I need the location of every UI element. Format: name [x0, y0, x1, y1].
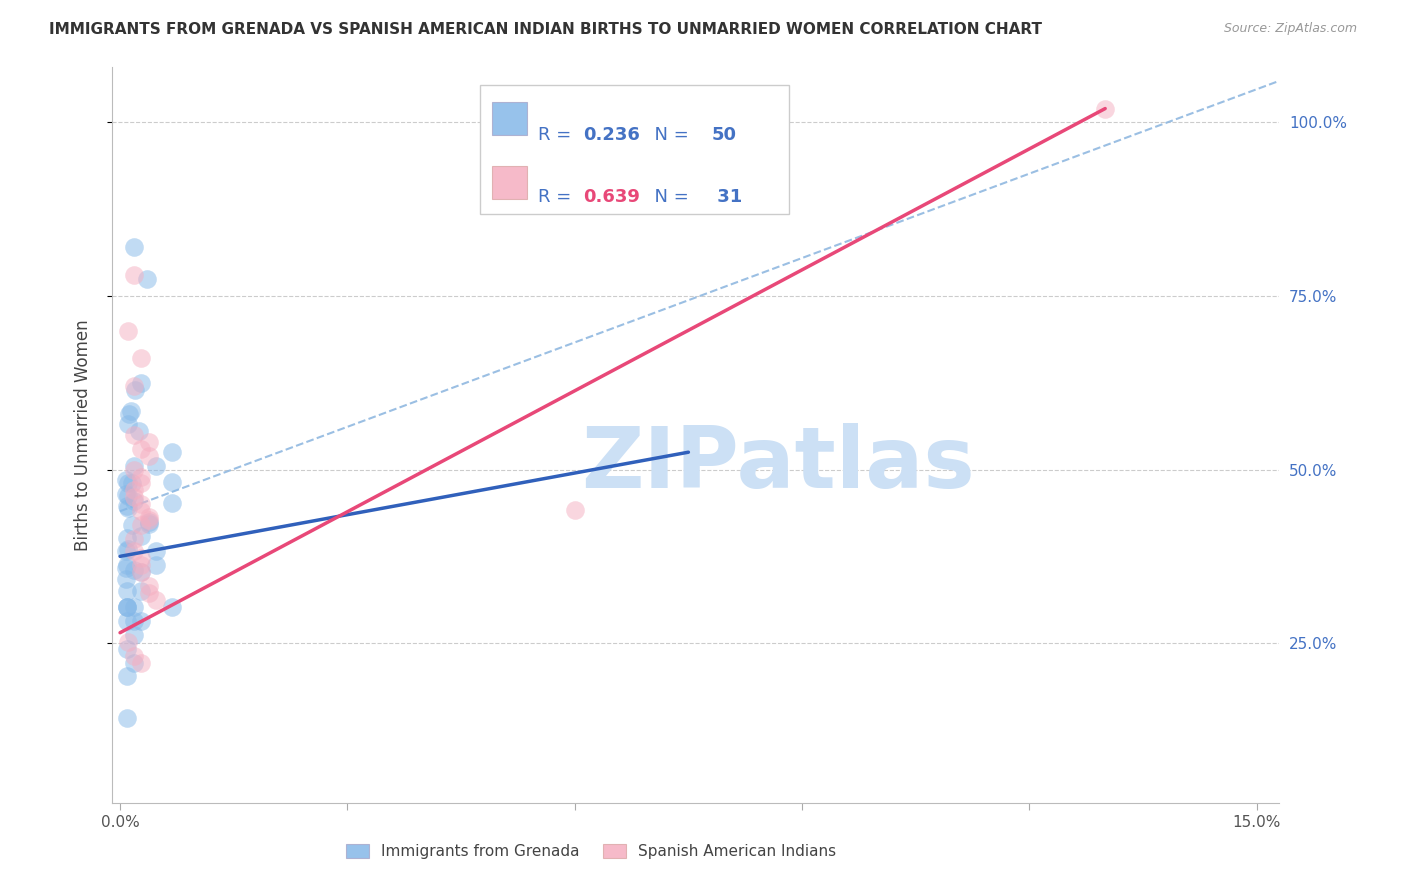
Point [117, 542, 139, 557]
Point [115, 584, 138, 599]
Point [115, 600, 138, 615]
Point [115, 473, 138, 487]
Point [129, 469, 152, 483]
Point [121, 518, 143, 533]
Point [115, 544, 138, 558]
Point [138, 512, 160, 526]
Point [117, 324, 139, 338]
Point [122, 493, 145, 508]
Text: R =: R = [538, 126, 578, 144]
Point [138, 515, 160, 529]
Text: ZIPatlas: ZIPatlas [581, 423, 974, 506]
Point [129, 656, 152, 670]
Y-axis label: Births to Unmarried Women: Births to Unmarried Women [73, 319, 91, 550]
Point [129, 614, 152, 628]
Text: Source: ZipAtlas.com: Source: ZipAtlas.com [1223, 22, 1357, 36]
Text: N =: N = [644, 188, 695, 206]
Point [117, 476, 139, 491]
Point [129, 376, 152, 390]
Point [145, 459, 167, 474]
Text: 0.639: 0.639 [582, 188, 640, 206]
Point [160, 600, 183, 615]
Point [160, 496, 183, 510]
Point [120, 403, 142, 417]
Point [115, 614, 138, 628]
Point [129, 351, 152, 366]
Point [135, 271, 157, 285]
Text: N =: N = [644, 126, 695, 144]
Point [122, 532, 145, 546]
Point [121, 476, 143, 491]
Point [129, 518, 152, 533]
FancyBboxPatch shape [479, 86, 789, 214]
Point [122, 544, 145, 558]
Text: 31: 31 [711, 188, 742, 206]
Point [122, 268, 145, 282]
Point [115, 499, 138, 513]
Point [122, 491, 145, 505]
Point [117, 489, 139, 503]
Point [122, 648, 145, 663]
Point [122, 379, 145, 393]
Point [122, 656, 145, 670]
Text: 50: 50 [711, 126, 737, 144]
Point [115, 600, 138, 615]
Point [122, 459, 145, 474]
Point [115, 558, 138, 573]
Point [129, 497, 152, 511]
Point [122, 483, 145, 498]
Point [122, 614, 145, 628]
Point [138, 449, 160, 463]
Point [129, 584, 152, 599]
Point [138, 434, 160, 449]
Point [145, 544, 167, 558]
Point [115, 531, 138, 545]
Point [124, 383, 146, 397]
Point [128, 425, 150, 439]
Point [129, 558, 152, 573]
Point [160, 475, 183, 489]
FancyBboxPatch shape [492, 166, 527, 200]
Point [129, 442, 152, 456]
Legend: Immigrants from Grenada, Spanish American Indians: Immigrants from Grenada, Spanish America… [340, 838, 842, 865]
Point [129, 566, 152, 580]
Point [122, 563, 145, 577]
Point [138, 509, 160, 524]
Text: R =: R = [538, 188, 578, 206]
Point [564, 503, 586, 517]
Point [138, 516, 160, 531]
FancyBboxPatch shape [492, 103, 527, 136]
Point [115, 600, 138, 615]
Point [115, 487, 138, 501]
Point [115, 669, 138, 683]
Point [115, 711, 138, 725]
Point [138, 586, 160, 600]
Point [115, 641, 138, 656]
Point [118, 407, 141, 421]
Point [160, 445, 183, 459]
Point [117, 500, 139, 515]
Point [129, 551, 152, 566]
Point [122, 240, 145, 254]
Point [117, 634, 139, 648]
Point [129, 566, 152, 580]
Point [117, 417, 139, 432]
Point [129, 476, 152, 491]
Point [1094, 102, 1116, 116]
Text: IMMIGRANTS FROM GRENADA VS SPANISH AMERICAN INDIAN BIRTHS TO UNMARRIED WOMEN COR: IMMIGRANTS FROM GRENADA VS SPANISH AMERI… [49, 22, 1042, 37]
Point [115, 561, 138, 575]
Text: 0.236: 0.236 [582, 126, 640, 144]
Point [129, 504, 152, 518]
Point [122, 628, 145, 642]
Point [129, 528, 152, 542]
Point [122, 428, 145, 442]
Point [122, 462, 145, 476]
Point [115, 572, 138, 586]
Point [138, 579, 160, 593]
Point [145, 593, 167, 607]
Point [145, 558, 167, 573]
Point [122, 600, 145, 615]
